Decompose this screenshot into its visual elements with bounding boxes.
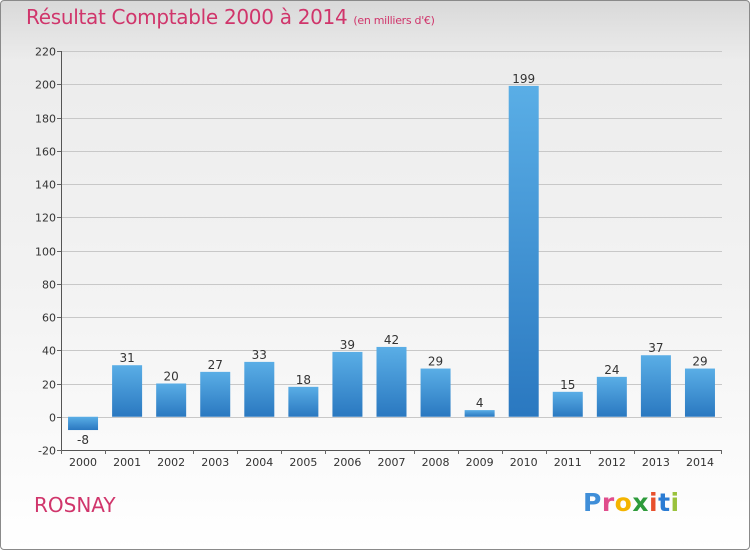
y-tick-label-160: 160 <box>35 146 56 159</box>
x-axis-ticks: 2000 2001 2002 2003 2004 2005 2006 2007 2008 2009… <box>61 450 722 469</box>
bar-2006 <box>332 351 363 417</box>
bar-2003 <box>200 371 231 417</box>
y-tick-label-100: 100 <box>35 246 56 259</box>
y-tick-label-140: 140 <box>35 179 56 192</box>
data-label-2011: 15 <box>560 378 575 392</box>
data-labels: -8 31 20 27 33 18 39 42 29 4 199 15 24 37 29 <box>77 72 708 447</box>
x-tick-label-2011: 2011 <box>554 456 582 469</box>
bar-2000 <box>68 416 99 431</box>
y-tick-label-200: 200 <box>35 79 56 92</box>
proxiti-logo: Proxiti <box>583 488 680 517</box>
bar-2011 <box>552 391 583 417</box>
data-label-2004: 33 <box>252 348 267 362</box>
y-tick-label-220: 220 <box>35 46 56 59</box>
bar-2001 <box>112 365 143 417</box>
bar-2009 <box>464 410 495 417</box>
y-tick-label-80: 80 <box>42 279 56 292</box>
data-label-2012: 24 <box>604 363 619 377</box>
data-label-2013: 37 <box>648 341 663 355</box>
bar-2008 <box>420 368 451 417</box>
data-label-2000: -8 <box>77 433 89 447</box>
y-tick-label-180: 180 <box>35 113 56 126</box>
x-tick-label-2000: 2000 <box>69 456 97 469</box>
y-tick-label-20: 20 <box>42 379 56 392</box>
y-tick-label-0: 0 <box>49 412 56 425</box>
chart-title-text: Résultat Comptable 2000 à 2014 <box>26 5 348 29</box>
bars <box>68 85 715 431</box>
x-tick-label-2012: 2012 <box>598 456 626 469</box>
data-label-2006: 39 <box>340 338 355 352</box>
x-tick-label-2001: 2001 <box>113 456 141 469</box>
x-tick-label-2007: 2007 <box>378 456 406 469</box>
data-label-2001: 31 <box>119 351 134 365</box>
x-tick-label-2004: 2004 <box>245 456 273 469</box>
x-tick-label-2013: 2013 <box>642 456 670 469</box>
bar-2010 <box>508 85 539 417</box>
x-tick-label-2008: 2008 <box>422 456 450 469</box>
data-label-2002: 20 <box>164 370 179 384</box>
data-label-2005: 18 <box>296 373 311 387</box>
y-tick-label--20: -20 <box>38 445 56 458</box>
x-tick-label-2010: 2010 <box>510 456 538 469</box>
bar-2012 <box>596 376 627 417</box>
bar-2002 <box>156 383 187 417</box>
x-tick-label-2006: 2006 <box>333 456 361 469</box>
chart-unit: (en milliers d'€) <box>353 14 435 27</box>
chart-title: Résultat Comptable 2000 à 2014 (en millie… <box>26 5 435 29</box>
bar-2005 <box>288 386 319 417</box>
bar-2007 <box>376 346 407 417</box>
data-label-2009: 4 <box>476 396 484 410</box>
x-tick-label-2002: 2002 <box>157 456 185 469</box>
data-label-2010: 199 <box>512 72 535 86</box>
bar-2013 <box>640 355 671 417</box>
bar-2004 <box>244 361 275 417</box>
x-tick-label-2003: 2003 <box>201 456 229 469</box>
axes <box>61 51 722 451</box>
x-tick-label-2009: 2009 <box>466 456 494 469</box>
x-tick-label-2014: 2014 <box>686 456 714 469</box>
data-label-2007: 42 <box>384 333 399 347</box>
x-tick-label-2005: 2005 <box>289 456 317 469</box>
y-tick-label-40: 40 <box>42 345 56 358</box>
y-tick-label-60: 60 <box>42 312 56 325</box>
data-label-2014: 29 <box>692 355 707 369</box>
y-axis-ticks: -20 0 20 40 60 80 100 120 140 160 180 200 220 <box>35 46 61 458</box>
data-label-2008: 29 <box>428 355 443 369</box>
bar-2014 <box>684 368 715 417</box>
y-tick-label-120: 120 <box>35 212 56 225</box>
data-label-2003: 27 <box>208 358 223 372</box>
town-name: ROSNAY <box>34 493 116 517</box>
